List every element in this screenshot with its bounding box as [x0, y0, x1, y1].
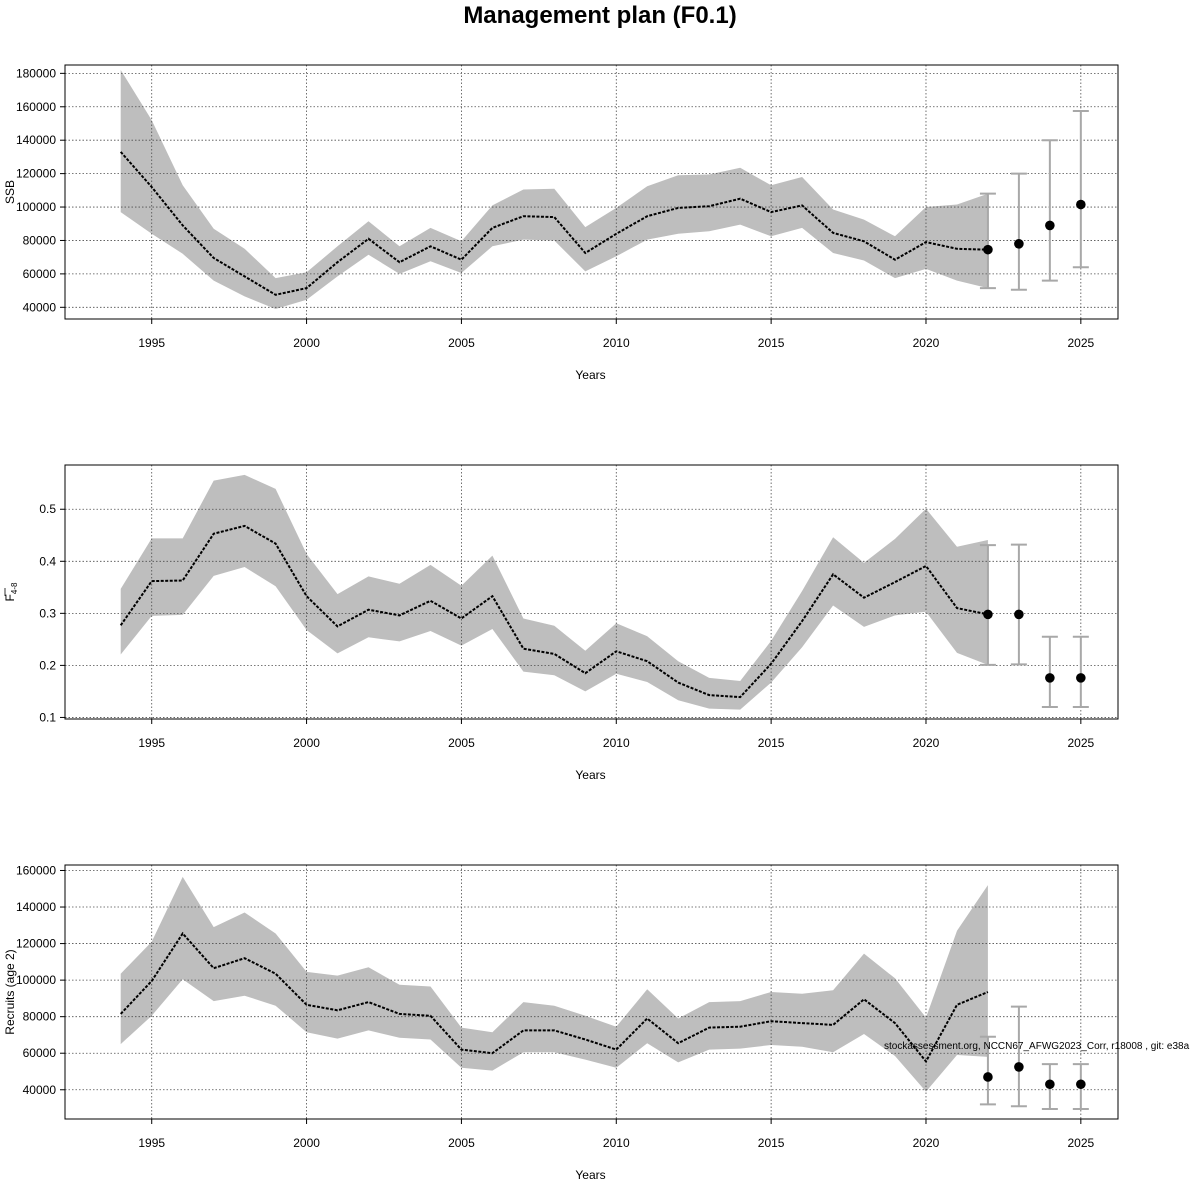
fbar-y-axis-label-subscript: 4-8 [10, 582, 19, 594]
fbar-forecast-errorbar-2022 [979, 544, 996, 666]
recruits-x-tick-label: 2015 [758, 1136, 785, 1150]
fbar-panel: 0.1 0.2 0.3 0.4 0.5 1995 2000 2005 2010 2015 2020 2… [3, 464, 1119, 782]
recruits-x-tick-label: 2025 [1067, 1136, 1094, 1150]
fbar-x-tick-label: 2010 [603, 736, 630, 750]
recruits-y-tick-label: 160000 [16, 863, 56, 877]
ssb-x-tick-label: 1995 [138, 336, 165, 350]
recruits-estimate-line [119, 931, 989, 1064]
recruits-y-tick-label: 80000 [23, 1010, 57, 1024]
ssb-forecast-point-2024 [1045, 220, 1055, 231]
ssb-forecast-point-2025 [1076, 199, 1086, 210]
ssb-y-tick-label: 60000 [23, 267, 57, 281]
fbar-forecast-errorbar-2024 [1041, 635, 1058, 709]
ssb-y-tick-label: 160000 [16, 100, 56, 114]
recruits-x-tick-label: 2020 [913, 1136, 940, 1150]
fbar-y-tick-label: 0.2 [39, 658, 56, 672]
fbar-y-tick-label: 0.4 [39, 554, 56, 568]
ssb-y-tick-label: 80000 [23, 233, 57, 247]
ssb-y-tick-label: 180000 [16, 66, 56, 80]
fbar-x-tick-label: 2020 [913, 736, 940, 750]
ssb-y-tick-label: 100000 [16, 200, 56, 214]
fbar-x-tick-label: 1995 [138, 736, 165, 750]
fbar-forecast-errorbar-2023 [1010, 543, 1027, 666]
ssb-panel: 40000 60000 80000 100000 120000 140000 160000 1… [3, 64, 1119, 382]
fbar-x-tick-label: 2005 [448, 736, 475, 750]
recruits-x-axis-label: Years [575, 1168, 605, 1182]
ssb-plot-frame [64, 64, 1119, 320]
ssb-x-tick-label: 2005 [448, 336, 475, 350]
fbar-forecast-errorbar-2025 [1072, 635, 1089, 709]
fbar-plot-frame [64, 464, 1119, 720]
fbar-x-tick-label: 2000 [293, 736, 320, 750]
recruits-y-tick-label: 60000 [23, 1046, 57, 1060]
fbar-x-axis-label: Years [575, 768, 605, 782]
fbar-y-tick-label: 0.1 [39, 710, 56, 724]
ssb-x-tick-label: 2015 [758, 336, 785, 350]
fbar-x-tick-label: 2015 [758, 736, 785, 750]
recruits-x-tick-label: 2010 [603, 1136, 630, 1150]
recruits-forecast-point-2023 [1014, 1062, 1024, 1072]
fbar-y-tick-label: 0.3 [39, 606, 56, 620]
fbar-estimate-line [119, 524, 989, 699]
recruits-confidence-band [120, 876, 988, 1092]
fbar-forecast-point-2025 [1076, 673, 1086, 683]
recruits-forecast-errorbar-2023 [1010, 1005, 1027, 1108]
ssb-confidence-band [120, 70, 988, 309]
recruits-x-tick-label: 1995 [138, 1136, 165, 1150]
recruits-y-axis-label: Recruits (age 2) [3, 949, 17, 1034]
recruits-forecast-point-2022 [983, 1072, 993, 1082]
recruits-x-tick-label: 2000 [293, 1136, 320, 1150]
recruits-panel: 40000 60000 80000 100000 120000 140000 160000 1… [3, 863, 1119, 1182]
recruits-plot-frame [64, 864, 1119, 1120]
ssb-y-tick-label: 140000 [16, 133, 56, 147]
ssb-forecast-point-2022 [983, 244, 993, 255]
ssb-x-axis-label: Years [575, 368, 605, 382]
fbar-forecast-point-2022 [983, 609, 993, 620]
ssb-forecast-point-2023 [1014, 239, 1024, 249]
ssb-x-tick-label: 2025 [1067, 336, 1094, 350]
ssb-y-tick-label: 120000 [16, 167, 56, 181]
chart-title: Management plan (F0.1) [463, 2, 737, 29]
footer-note: stockassessment.org, NCCN67_AFWG2023_Cor… [884, 1041, 1190, 1052]
recruits-forecast-point-2024 [1045, 1079, 1055, 1090]
ssb-x-tick-label: 2020 [913, 336, 940, 350]
recruits-y-tick-label: 140000 [16, 900, 56, 914]
ssb-y-axis-label: SSB [3, 180, 17, 204]
ssb-y-tick-label: 40000 [23, 300, 57, 314]
ssb-x-tick-label: 2010 [603, 336, 630, 350]
ssb-x-tick-label: 2000 [293, 336, 320, 350]
fbar-forecast-point-2024 [1045, 673, 1055, 683]
ssb-forecast-errorbar-2022 [979, 192, 996, 290]
fbar-forecast-point-2023 [1014, 609, 1024, 620]
recruits-y-tick-label: 100000 [16, 973, 56, 987]
fbar-x-tick-label: 2025 [1067, 736, 1094, 750]
recruits-forecast-point-2025 [1076, 1079, 1086, 1090]
ssb-forecast-errorbar-2025 [1072, 109, 1089, 269]
ssb-forecast-errorbar-2023 [1010, 172, 1027, 291]
recruits-forecast-errorbar-2022 [979, 1035, 996, 1106]
fbar-y-tick-label: 0.5 [39, 502, 56, 516]
recruits-y-tick-label: 120000 [16, 937, 56, 951]
recruits-y-tick-label: 40000 [23, 1083, 57, 1097]
ssb-forecast-errorbar-2024 [1041, 139, 1058, 282]
recruits-x-tick-label: 2005 [448, 1136, 475, 1150]
